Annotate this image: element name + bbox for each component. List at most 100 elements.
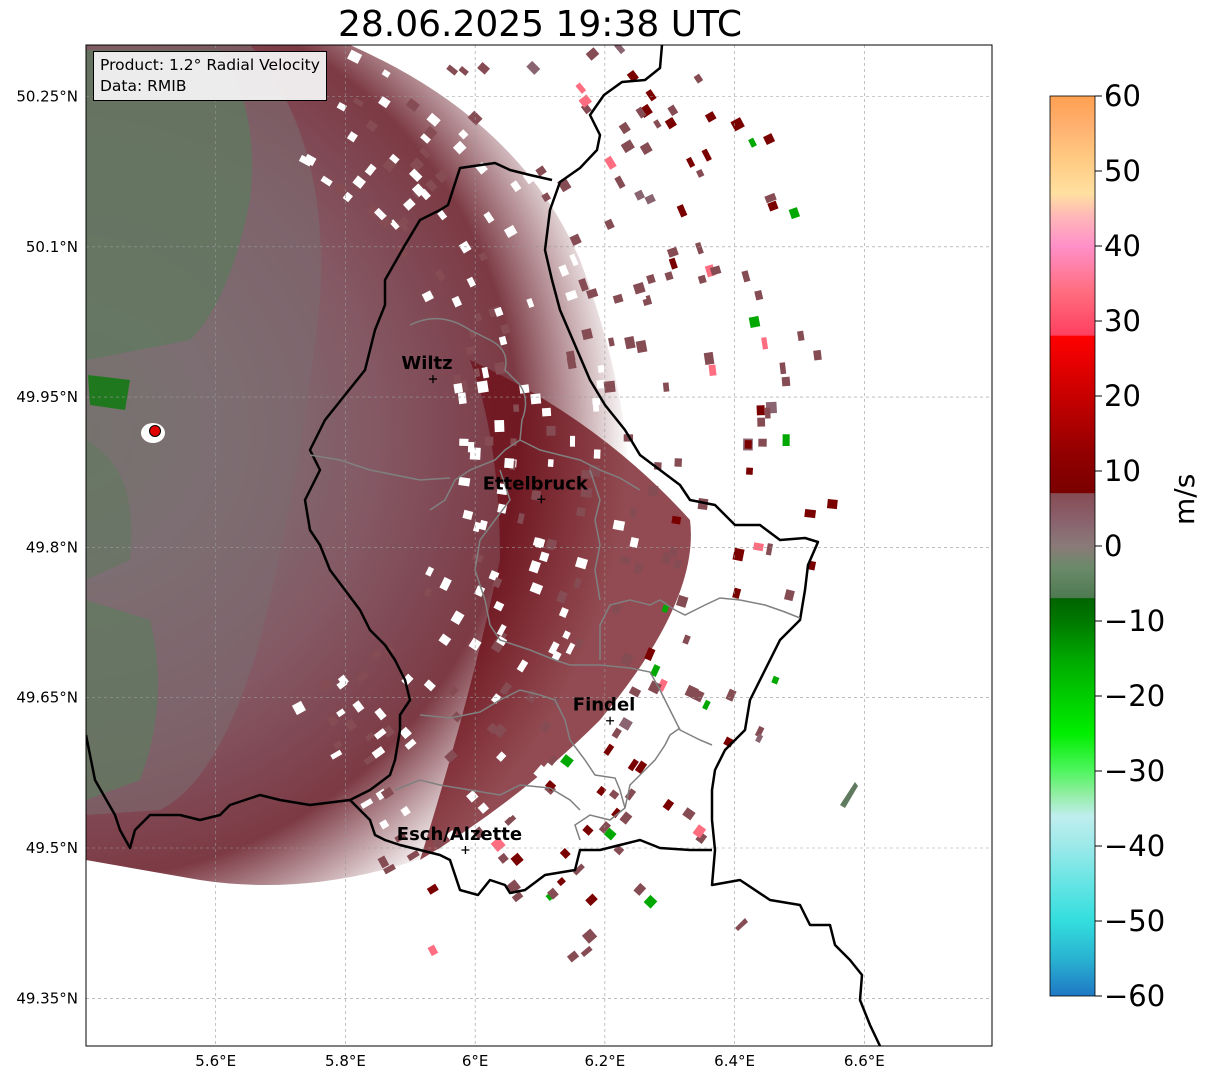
velocity-gate xyxy=(578,278,589,292)
velocity-gate xyxy=(513,404,520,413)
velocity-gate xyxy=(437,209,448,221)
velocity-gate xyxy=(627,758,639,772)
velocity-gate xyxy=(522,172,534,185)
velocity-gate xyxy=(761,337,769,350)
velocity-gate xyxy=(379,819,390,830)
velocity-gate xyxy=(423,679,436,692)
velocity-gate xyxy=(624,336,636,350)
velocity-gate xyxy=(662,798,675,812)
velocity-gate xyxy=(374,707,387,721)
colorbar-tick-label: 20 xyxy=(1104,379,1141,413)
velocity-gate xyxy=(438,633,452,646)
velocity-gate xyxy=(494,361,507,375)
velocity-gate xyxy=(569,435,576,447)
velocity-gate xyxy=(342,191,353,203)
velocity-speckles xyxy=(291,45,838,963)
velocity-gate xyxy=(445,829,459,843)
velocity-gate xyxy=(373,728,387,740)
velocity-gate xyxy=(574,556,589,570)
colorbar-tick-label: −20 xyxy=(1104,679,1165,713)
velocity-gate xyxy=(419,147,431,159)
velocity-gate xyxy=(596,379,606,389)
velocity-gate xyxy=(529,133,542,146)
velocity-gate xyxy=(635,106,647,119)
velocity-gate xyxy=(611,727,622,739)
lat-tick-label: 49.95°N xyxy=(16,388,78,406)
velocity-gate xyxy=(626,69,639,83)
velocity-gate xyxy=(659,367,671,378)
velocity-gate xyxy=(360,798,374,809)
velocity-gate xyxy=(497,852,509,864)
velocity-gate xyxy=(594,223,605,236)
velocity-gate xyxy=(291,700,306,716)
velocity-gate xyxy=(408,168,423,182)
product-label: Product: 1.2° Radial Velocity xyxy=(100,56,320,74)
velocity-gate xyxy=(672,559,682,570)
velocity-gate xyxy=(585,47,600,61)
velocity-gate xyxy=(565,642,576,655)
velocity-gate xyxy=(652,282,666,296)
velocity-gate xyxy=(450,610,465,625)
velocity-gate xyxy=(701,148,712,162)
velocity-gate xyxy=(458,476,471,487)
velocity-gate xyxy=(371,746,386,759)
colorbar-tick-label: −50 xyxy=(1104,904,1165,938)
velocity-gate xyxy=(666,246,679,258)
velocity-gate xyxy=(577,146,589,160)
velocity-gate xyxy=(409,157,425,173)
velocity-gate xyxy=(682,807,696,821)
city-marker-icon xyxy=(429,375,438,384)
velocity-gate xyxy=(629,507,637,519)
velocity-gate xyxy=(644,647,656,661)
velocity-gate xyxy=(596,785,607,797)
velocity-gate xyxy=(333,181,348,195)
velocity-gate xyxy=(764,407,771,419)
colorbar-tick-label: 0 xyxy=(1104,529,1122,563)
lat-tick-label: 49.35°N xyxy=(16,989,78,1007)
velocity-gate xyxy=(374,207,388,221)
colorbar-tick-label: −30 xyxy=(1104,754,1165,788)
city-marker-icon xyxy=(537,495,546,504)
city-label: Findel xyxy=(573,695,636,716)
velocity-gate xyxy=(402,729,412,739)
velocity-gate xyxy=(784,589,795,602)
velocity-gate xyxy=(422,51,436,65)
velocity-gate xyxy=(446,64,459,76)
velocity-gate xyxy=(725,688,737,702)
velocity-gate xyxy=(364,163,377,176)
velocity-gate xyxy=(439,576,452,592)
velocity-gate xyxy=(381,725,395,739)
colorbar-tick-label: 50 xyxy=(1104,154,1141,188)
velocity-gate xyxy=(647,680,662,695)
velocity-gate xyxy=(748,315,761,328)
velocity-gate xyxy=(399,222,410,233)
velocity-gate xyxy=(504,457,514,469)
velocity-gate xyxy=(548,641,560,655)
velocity-gate xyxy=(423,125,438,140)
velocity-gate xyxy=(355,670,370,684)
velocity-gate xyxy=(741,270,751,283)
velocity-gate xyxy=(427,944,439,957)
velocity-gate xyxy=(330,749,343,760)
velocity-gate xyxy=(539,551,550,563)
velocity-gate xyxy=(365,119,379,133)
lon-tick-label: 6.2°E xyxy=(584,1052,625,1070)
velocity-gate xyxy=(380,786,395,800)
velocity-gate xyxy=(494,419,505,433)
velocity-gate xyxy=(748,137,757,148)
velocity-gate xyxy=(472,826,486,840)
velocity-gate xyxy=(364,731,375,742)
velocity-gate xyxy=(593,449,601,459)
velocity-gate xyxy=(425,566,435,577)
velocity-gate xyxy=(541,407,552,417)
velocity-gate xyxy=(813,349,822,361)
velocity-gate xyxy=(612,293,624,304)
velocity-gate xyxy=(434,269,446,282)
velocity-gate xyxy=(389,153,400,164)
velocity-gate xyxy=(668,546,679,558)
velocity-gate xyxy=(676,204,688,218)
velocity-gate xyxy=(619,811,633,825)
velocity-gate xyxy=(704,111,717,123)
velocity-gate xyxy=(546,425,556,436)
velocity-gate xyxy=(336,101,347,112)
